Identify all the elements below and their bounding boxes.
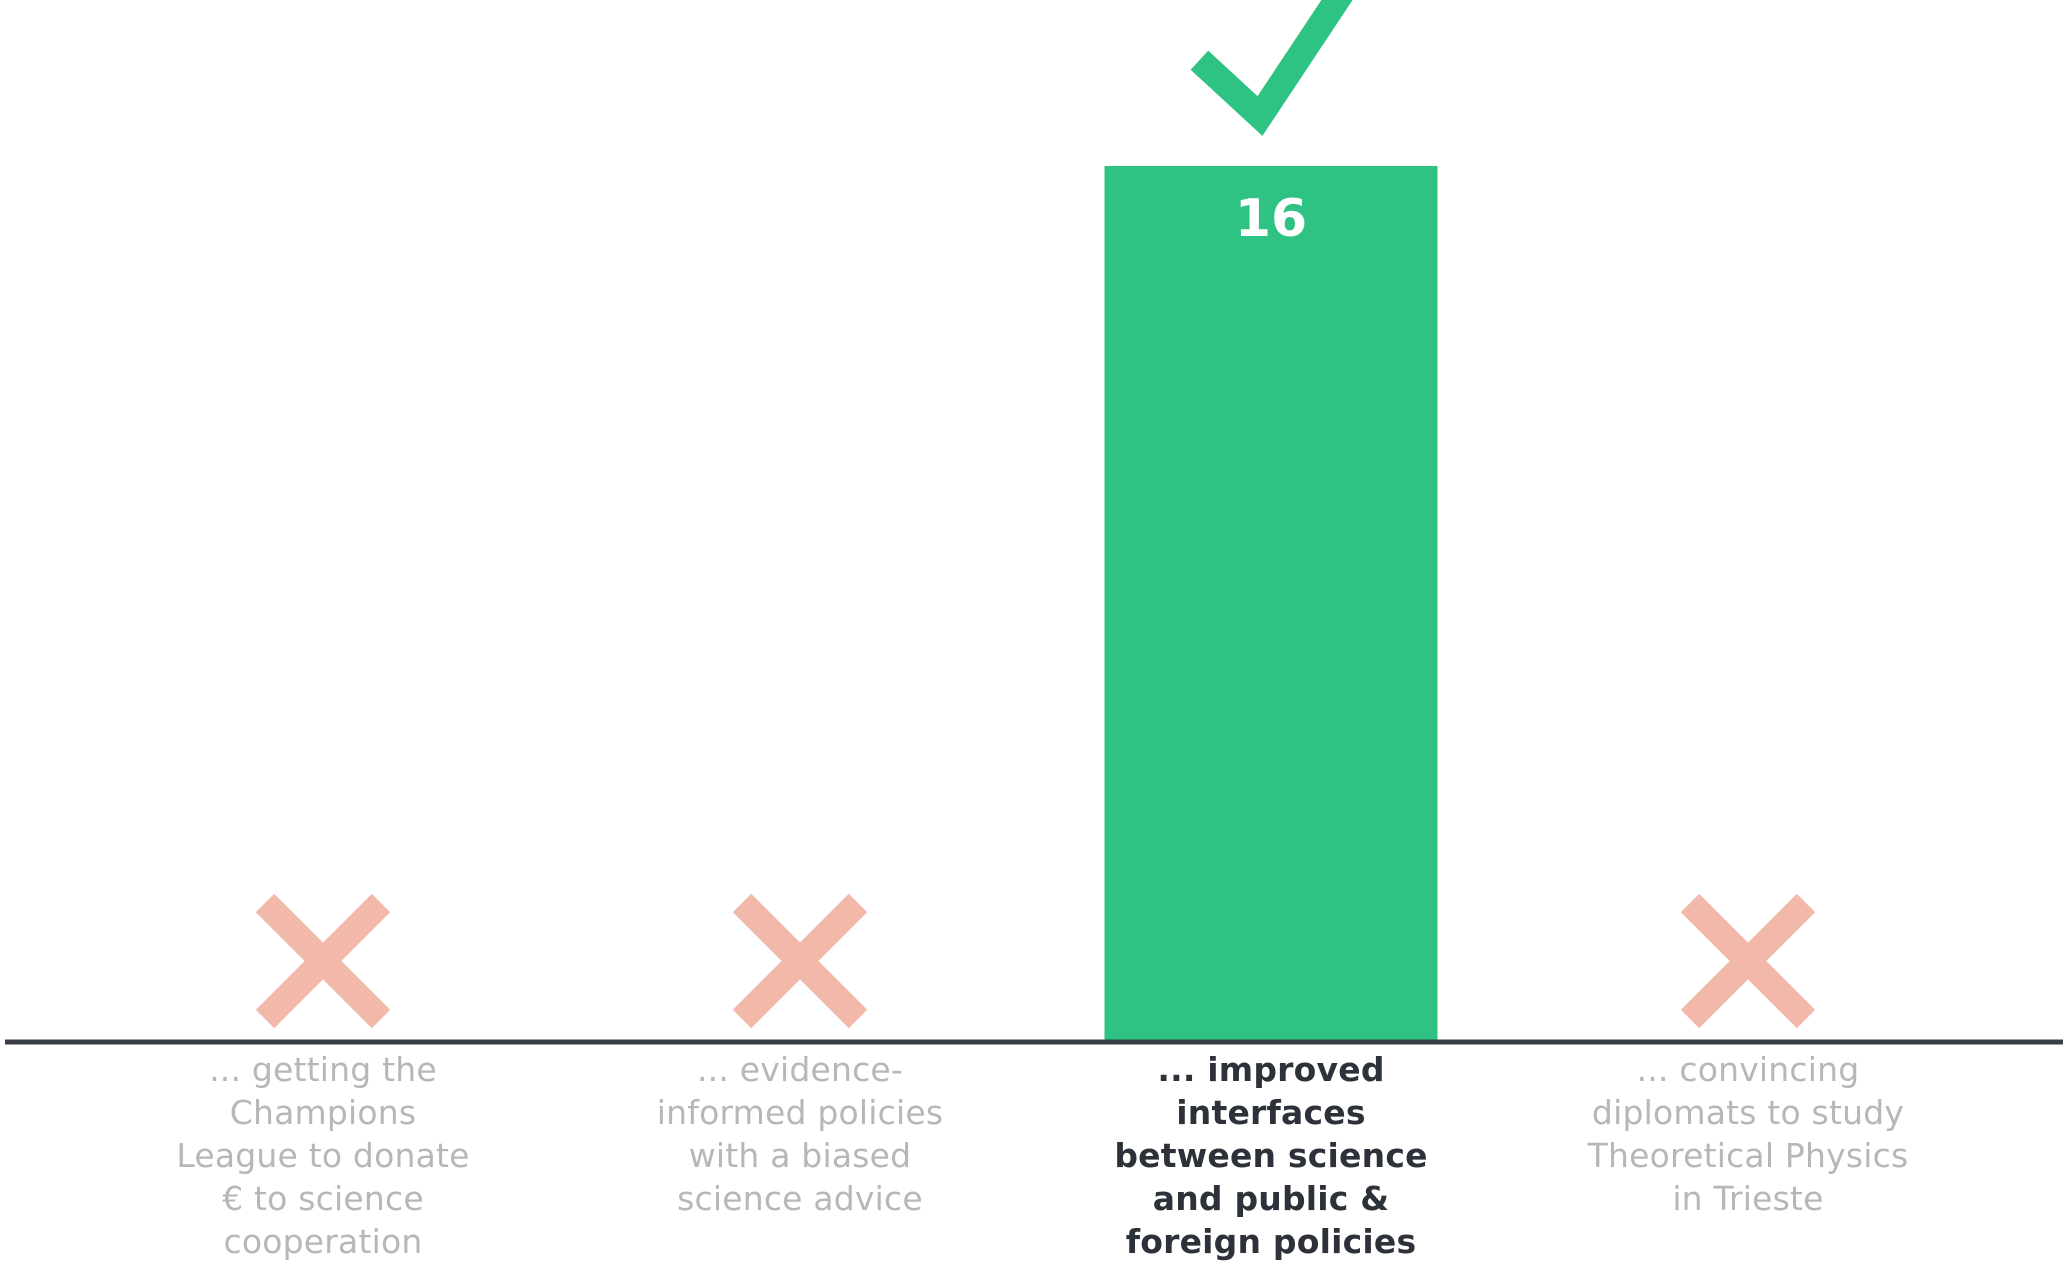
category-label-2: ... evidence- informed policies with a b… (656, 1050, 944, 1218)
category-label-3: ... improved interfaces between science … (1114, 1050, 1428, 1261)
category-label-1: ... getting the Champions League to dona… (176, 1050, 470, 1261)
category-label-4: ... convincing diplomats to study Theore… (1587, 1050, 1909, 1218)
bar-value-label-3: 16 (1235, 189, 1307, 249)
cross-icon (732, 893, 868, 1029)
bars-group: 16 (1104, 166, 1438, 1042)
cross-stroke-2 (255, 893, 391, 1029)
cross-stroke-2 (732, 893, 868, 1029)
cross-icon (1680, 893, 1816, 1029)
check-icon (1190, 0, 1353, 136)
bar-3 (1104, 166, 1438, 1042)
cross-stroke-2 (1680, 893, 1816, 1029)
markers-group (255, 0, 1816, 1029)
cross-icon (255, 893, 391, 1029)
